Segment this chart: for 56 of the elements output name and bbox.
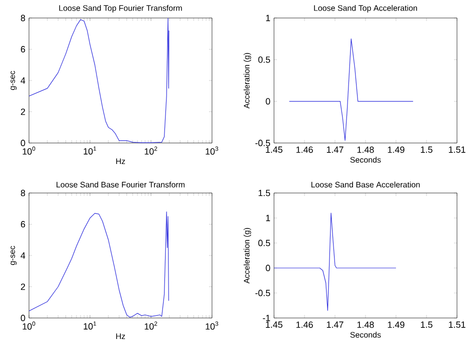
y-tick-label: 0 [20,314,26,322]
y-tick-label: 1 [266,214,270,222]
x-tick-label: 10$^{2}$ [144,146,158,155]
y-tick-label: 0.5 [258,240,270,246]
x-axis-title: Hz [116,333,125,339]
y-axis-title: Acceleration (g) [244,53,252,108]
y-tick-label: 0 [20,140,26,146]
x-tick-label: 1.51 [448,146,466,153]
y-tick-label: 6 [20,46,26,52]
line-series [288,38,414,141]
y-tick-label: 4 [20,252,26,259]
x-tick-label: 10$^{2}$ [144,322,158,330]
y-tick-label: 1 [266,14,270,22]
x-tick-label: 1.46 [296,322,313,328]
x-tick-label: 1.5 [420,146,432,153]
x-tick-label: 1.47 [326,322,344,328]
x-tick-label: 1.51 [448,322,466,328]
x-tick-label: 1.46 [296,146,313,153]
chart-title: Loose Sand Top Acceleration [314,5,417,12]
x-axis-title: Seconds [350,332,381,338]
chart-title: Loose Sand Base Fourier Transform [56,182,185,188]
y-axis-title: g-sec [10,70,17,90]
x-axis-title: Seconds [350,156,381,163]
x-tick-label: 1.48 [357,146,374,153]
x-tick-label: 1.45 [266,146,282,153]
y-tick-label: 1.5 [258,190,270,196]
y-tick-label: 0.5 [258,56,270,63]
y-tick-label: 0 [266,98,270,105]
x-tick-label: 10$^{1}$ [84,322,96,330]
y-tick-label: 2 [20,108,26,115]
y-tick-label: 8 [20,14,26,22]
y-axis-title: g-sec [10,246,17,265]
x-tick-label: 1.49 [388,322,404,328]
x-tick-label: 1.45 [266,322,282,328]
line-series [274,212,396,311]
x-tick-label: 10$^{3}$ [206,146,218,155]
y-tick-label: -0.5 [255,290,270,296]
y-tick-label: 2 [20,284,26,290]
y-tick-label: 8 [20,190,26,196]
y-tick-label: 0 [266,264,270,272]
y-tick-label: 6 [20,221,26,228]
x-tick-label: 1.48 [357,322,374,328]
y-tick-label: -1 [262,314,270,322]
x-tick-label: 10$^{0}$ [22,322,36,330]
y-tick-label: 4 [20,77,26,84]
x-tick-label: 1.5 [420,322,432,328]
chart-title: Loose Sand Top Fourier Transform [59,5,182,12]
x-tick-label: 10$^{1}$ [84,146,96,155]
x-tick-label: 1.49 [388,146,404,153]
y-axis-title: Acceleration (g) [244,228,252,284]
x-tick-label: 10$^{0}$ [22,146,36,155]
x-tick-label: 10$^{3}$ [206,322,218,330]
chart-title: Loose Sand Base Acceleration [311,182,420,188]
x-axis-title: Hz [116,158,125,164]
x-tick-label: 1.47 [326,146,344,153]
y-tick-label: -0.5 [255,140,270,146]
